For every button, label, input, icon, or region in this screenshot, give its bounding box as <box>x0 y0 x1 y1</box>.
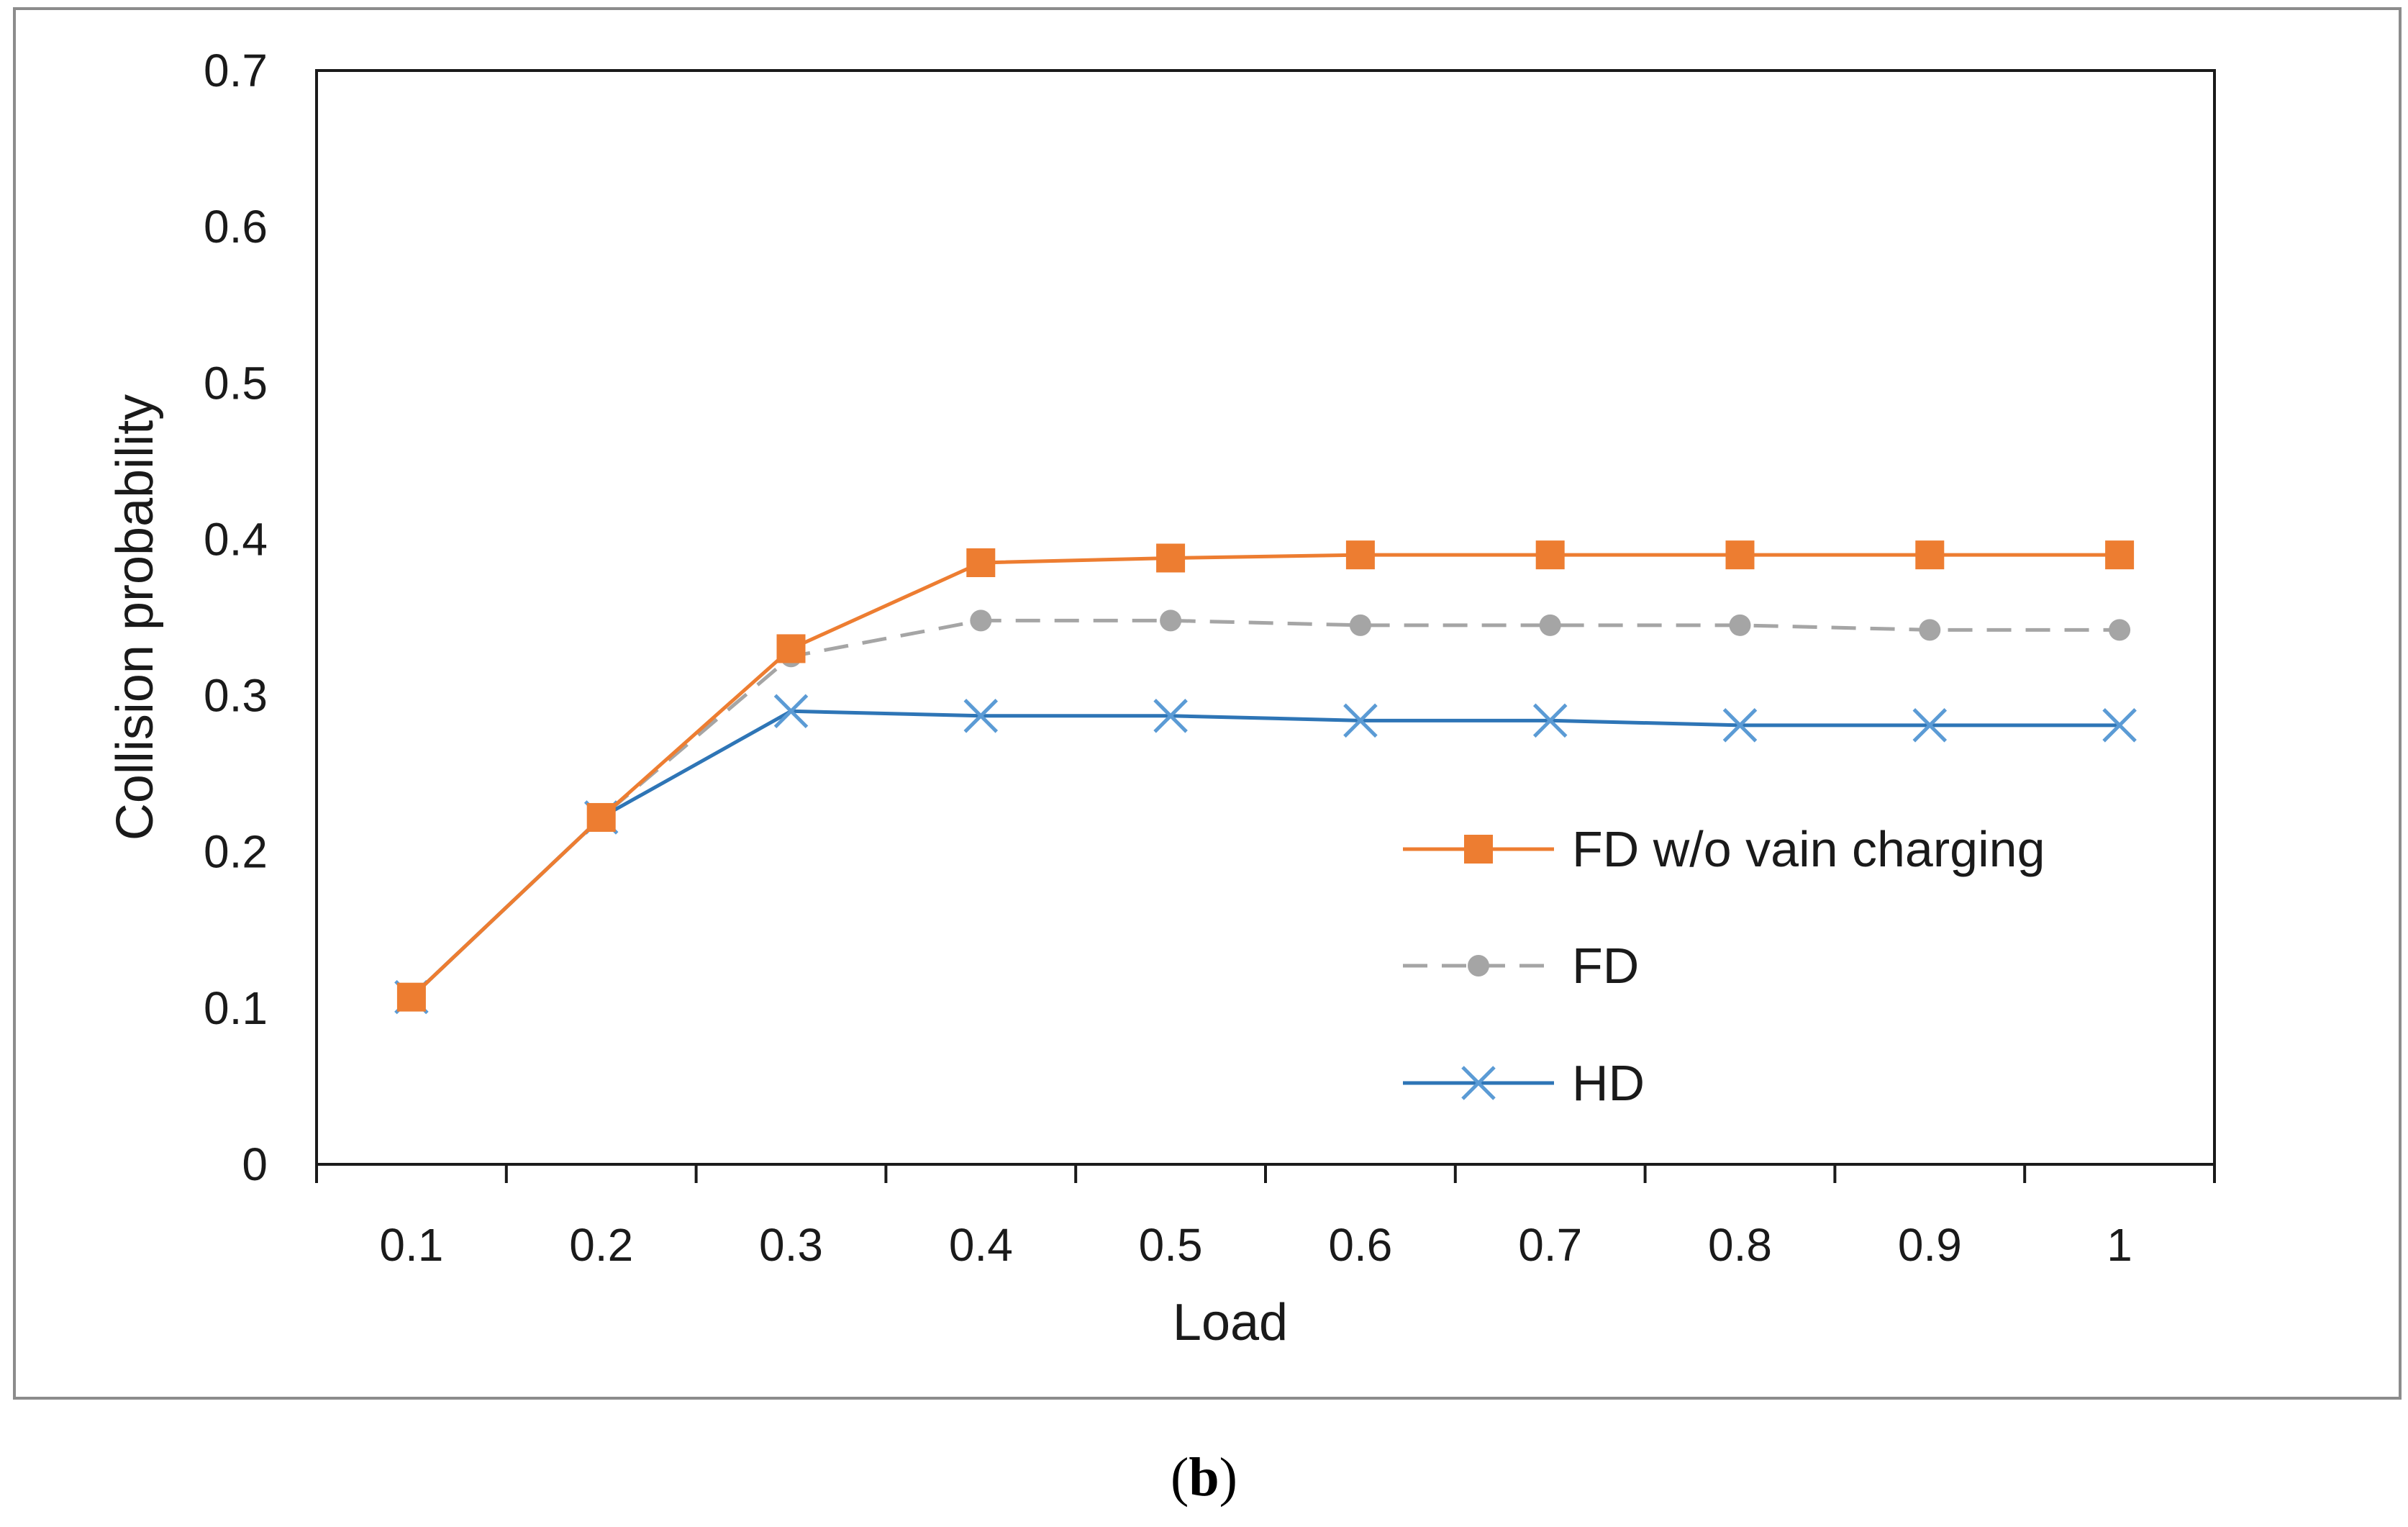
circle-marker <box>2109 619 2131 641</box>
x-tick-label: 0.1 <box>379 1219 443 1271</box>
caption-open: ( <box>1171 1447 1189 1508</box>
legend-item: FD <box>1403 938 1639 994</box>
legend-label: HD <box>1572 1055 1645 1111</box>
x-marker <box>1343 703 1378 738</box>
x-marker <box>963 699 999 733</box>
x-marker <box>1461 1066 1496 1100</box>
x-axis-ticks: 0.1 0.2 0.3 0.4 0.5 0.6 0.7 0.8 0.9 1 <box>315 1164 2216 1271</box>
legend-label: FD w/o vain charging <box>1572 821 2045 877</box>
circle-marker <box>1349 614 1371 636</box>
legend: FD w/o vain charging FD HD <box>1403 821 2045 1111</box>
circle-marker <box>1160 610 1182 632</box>
x-tick-label: 0.4 <box>949 1219 1013 1271</box>
y-axis-ticks: 0 0.1 0.2 0.3 0.4 0.5 0.6 0.7 <box>204 45 268 1190</box>
circle-marker <box>1729 614 1751 636</box>
square-marker <box>396 982 426 1012</box>
square-marker <box>1464 835 1493 864</box>
square-marker <box>1725 540 1755 570</box>
x-marker-stroke <box>963 699 999 733</box>
x-tick-label: 1 <box>2107 1219 2132 1271</box>
x-marker <box>1153 699 1188 733</box>
x-marker-stroke <box>1912 708 1948 743</box>
line-chart: 00.10.20.30.40.50.60.7 0.1 0.2 0.3 0.4 0.5 0.… <box>106 45 2216 1351</box>
series-layer <box>394 540 2137 1015</box>
y-tick-label: 0.1 <box>204 982 268 1034</box>
x-marker <box>1912 708 1948 743</box>
series-line <box>410 618 2120 999</box>
y-tick-label: 0.7 <box>204 45 268 96</box>
square-marker <box>1535 540 1565 570</box>
x-tick-label: 0.7 <box>1518 1219 1582 1271</box>
legend-item: HD <box>1403 1055 1645 1111</box>
series-fd-w-o-vain-charging <box>396 540 2135 1012</box>
x-marker-stroke <box>1722 708 1758 743</box>
x-marker <box>2102 708 2137 743</box>
x-marker <box>1722 708 1758 743</box>
y-tick-label: 0 <box>242 1138 268 1190</box>
series-line <box>410 709 2120 999</box>
x-marker <box>1532 703 1568 738</box>
y-tick-label: 0.6 <box>204 201 268 253</box>
square-marker <box>776 634 806 663</box>
square-marker <box>1915 540 1945 570</box>
x-marker-stroke <box>1343 703 1378 738</box>
square-marker <box>2105 540 2135 570</box>
series-line <box>410 553 2120 999</box>
series-hd <box>394 694 2137 1015</box>
x-tick-label: 0.5 <box>1139 1219 1203 1271</box>
x-axis-title: Load <box>1173 1294 1288 1351</box>
plot-area <box>315 69 2216 1166</box>
circle-marker <box>1539 614 1561 636</box>
legend-item: FD w/o vain charging <box>1403 821 2045 877</box>
x-marker-stroke <box>1461 1066 1496 1100</box>
square-marker <box>586 802 616 832</box>
y-tick-label: 0.4 <box>204 513 268 565</box>
caption-close: ) <box>1219 1447 1237 1508</box>
circle-marker <box>970 610 992 632</box>
square-marker <box>966 548 996 577</box>
x-marker-stroke <box>1153 699 1188 733</box>
y-tick-label: 0.3 <box>204 670 268 722</box>
square-marker <box>1156 543 1186 573</box>
circle-marker <box>1919 619 1941 641</box>
x-marker-stroke <box>1532 703 1568 738</box>
legend-label: FD <box>1572 938 1639 994</box>
x-tick-label: 0.8 <box>1708 1219 1772 1271</box>
x-tick-label: 0.3 <box>759 1219 823 1271</box>
x-tick-label: 0.2 <box>569 1219 633 1271</box>
y-tick-label: 0.2 <box>204 826 268 878</box>
circle-marker <box>1468 955 1489 977</box>
x-tick-label: 0.9 <box>1898 1219 1962 1271</box>
x-marker-stroke <box>773 694 809 729</box>
x-tick-label: 0.6 <box>1328 1219 1392 1271</box>
y-tick-label: 0.5 <box>204 357 268 409</box>
x-marker-stroke <box>2102 708 2137 743</box>
square-marker <box>1345 540 1375 570</box>
figure-caption: (b) <box>0 1446 2408 1509</box>
x-marker <box>773 694 809 729</box>
y-axis-title: Collision probability <box>106 394 164 840</box>
caption-label: b <box>1189 1447 1219 1508</box>
